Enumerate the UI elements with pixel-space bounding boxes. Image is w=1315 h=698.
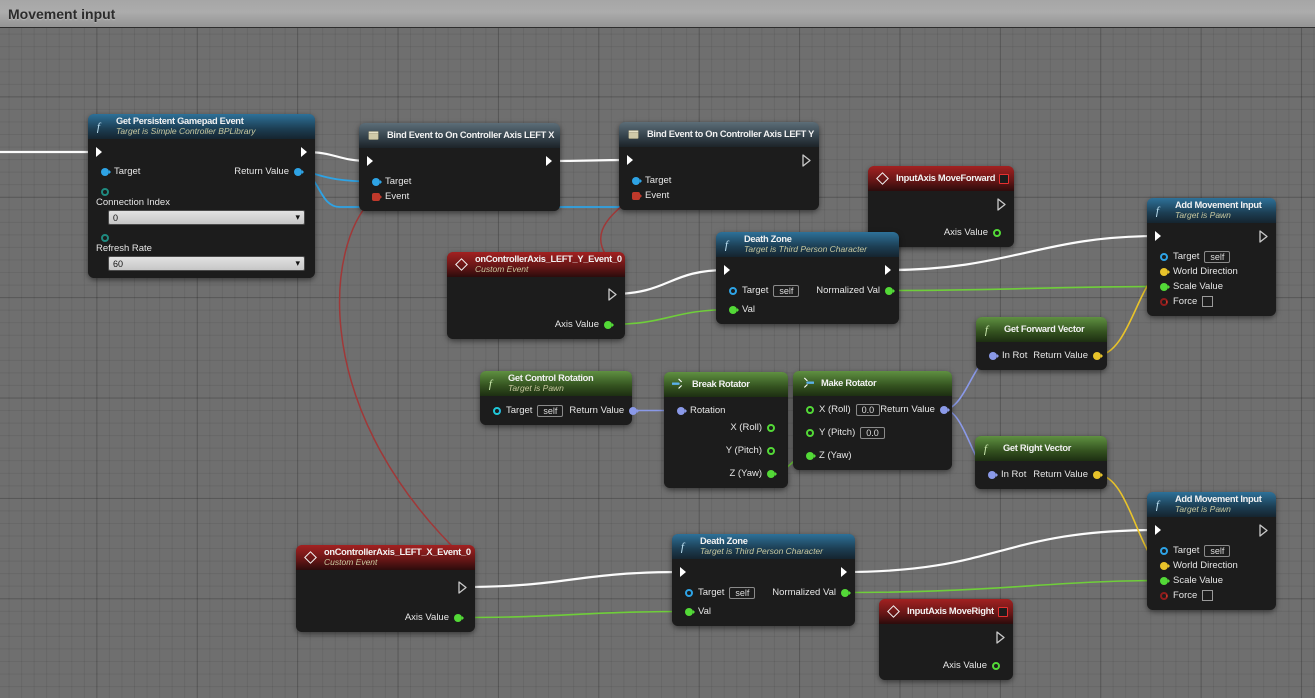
- svg-text:f: f: [1156, 206, 1161, 217]
- svg-text:f: f: [984, 444, 989, 455]
- svg-text:f: f: [681, 542, 686, 553]
- svg-text:f: f: [489, 379, 494, 390]
- svg-text:f: f: [985, 325, 990, 336]
- svg-text:f: f: [725, 240, 730, 251]
- svg-text:f: f: [1156, 500, 1161, 511]
- svg-text:f: f: [97, 122, 102, 133]
